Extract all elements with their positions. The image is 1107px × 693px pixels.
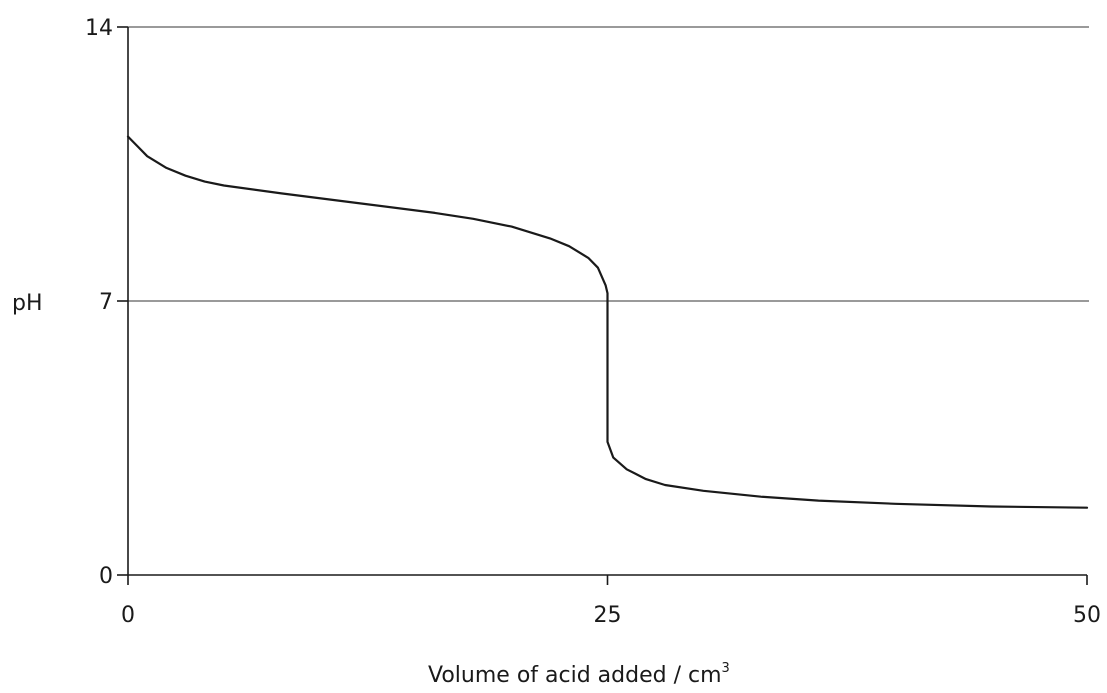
- x-axis-label: Volume of acid added / cm3: [428, 661, 730, 688]
- y-axis-label: pH: [12, 291, 43, 316]
- x-tick-label-0: 0: [121, 603, 135, 628]
- x-tick-label-50: 50: [1073, 603, 1101, 628]
- series-layer: [126, 135, 1089, 509]
- ticks: 0 7 14 0 25 50: [85, 16, 1101, 628]
- grid-layer: [128, 26, 1089, 302]
- y-tick-label-0: 0: [99, 564, 113, 589]
- y-tick-label-14: 14: [85, 16, 113, 41]
- x-axis-label-superscript: 3: [722, 661, 730, 676]
- ph-curve-0: [126, 135, 1089, 509]
- y-tick-label-7: 7: [99, 290, 113, 315]
- x-axis-label-text: Volume of acid added / cm: [428, 663, 722, 688]
- x-tick-label-25: 25: [594, 603, 622, 628]
